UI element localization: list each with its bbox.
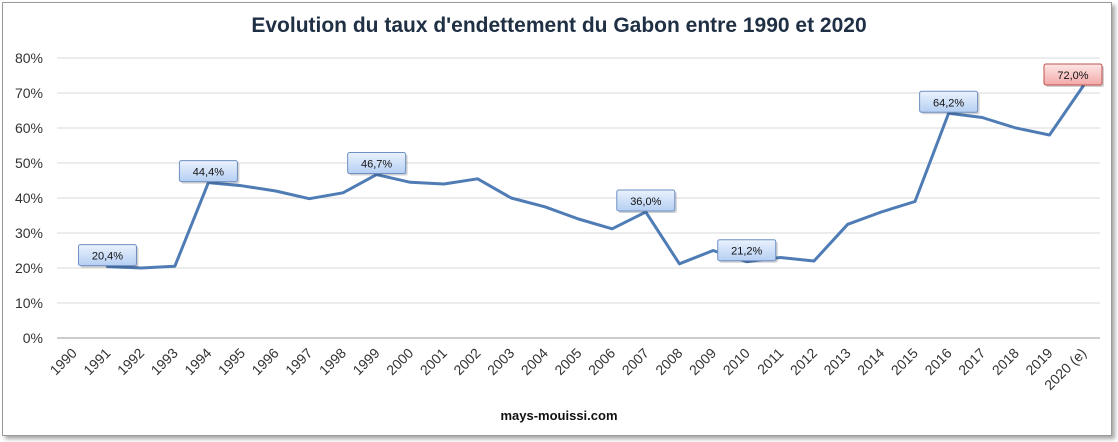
data-label: 72,0%: [1043, 63, 1104, 87]
x-tick-label: 1994: [181, 345, 214, 378]
x-tick-label: 2016: [921, 345, 954, 378]
x-tick-label: 1991: [80, 345, 113, 378]
chart-title: Evolution du taux d'endettement du Gabon…: [251, 14, 867, 37]
series-line: [106, 84, 1085, 270]
x-tick-label: 1996: [248, 345, 281, 378]
x-tick-label: 2015: [888, 345, 921, 378]
x-tick-label: 1990: [47, 345, 80, 378]
data-label-text: 21,2%: [731, 246, 762, 258]
x-tick-label: 2014: [854, 345, 887, 378]
y-tick-label: 10%: [15, 295, 43, 311]
y-tick-label: 40%: [15, 190, 43, 206]
data-label: 64,2%: [919, 90, 980, 115]
data-label-text: 72,0%: [1057, 70, 1088, 82]
y-tick-label: 60%: [15, 120, 43, 136]
data-label-text: 44,4%: [193, 167, 224, 179]
x-tick-label: 2003: [484, 345, 517, 378]
y-tick-label: 70%: [15, 85, 43, 101]
y-tick-label: 30%: [15, 225, 43, 241]
data-label: 20,4%: [77, 244, 139, 268]
x-tick-label: 1998: [316, 345, 349, 378]
x-tick-label: 2006: [585, 345, 618, 378]
x-tick-label: 1993: [148, 345, 181, 378]
x-tick-label: 2000: [383, 345, 416, 378]
chart-frame: [2, 2, 1112, 436]
x-tick-label: 2017: [955, 345, 988, 378]
data-label: 44,4%: [178, 160, 240, 184]
y-tick-label: 0%: [23, 330, 43, 346]
x-tick-label: 1999: [349, 345, 382, 378]
data-label-text: 64,2%: [933, 97, 964, 109]
x-tick-label: 1997: [282, 345, 315, 378]
x-tick-label: 2011: [754, 345, 787, 378]
data-label: 21,2%: [717, 239, 778, 263]
x-tick-label: 2008: [652, 345, 685, 378]
x-tick-label: 2018: [989, 345, 1022, 378]
x-tick-label: 1992: [114, 345, 147, 378]
x-tick-label: 2009: [686, 345, 719, 378]
data-label-text: 46,7%: [361, 159, 392, 171]
x-tick-label: 2004: [518, 345, 551, 378]
data-label-text: 20,4%: [92, 251, 123, 263]
x-tick-label: 2007: [619, 345, 652, 378]
data-label: 46,7%: [347, 152, 408, 176]
x-tick-label: 2013: [820, 345, 853, 378]
x-tick-label: 2010: [720, 345, 753, 378]
y-tick-label: 20%: [15, 260, 43, 276]
source-label: mays-mouissi.com: [500, 408, 618, 423]
x-tick-label: 2005: [551, 345, 584, 378]
x-tick-label: 2012: [787, 345, 820, 378]
data-label: 36,0%: [616, 189, 677, 213]
y-tick-label: 50%: [15, 155, 43, 171]
y-tick-label: 80%: [15, 50, 43, 66]
x-tick-label: 2001: [417, 345, 450, 378]
x-tick-label: 2002: [450, 345, 483, 378]
data-label-text: 36,0%: [630, 196, 661, 208]
x-tick-label: 1995: [215, 345, 248, 378]
